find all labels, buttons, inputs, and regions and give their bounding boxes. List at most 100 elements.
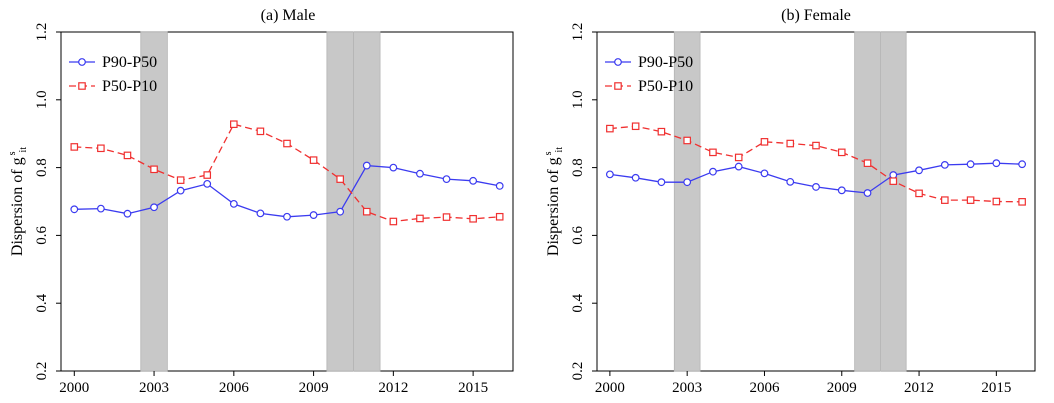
data-point-p50-p10 (915, 189, 923, 198)
data-point-p90-p50 (309, 211, 318, 219)
y-tick-label: 0.2 (34, 362, 50, 381)
y-axis-label-sup: s (543, 151, 554, 155)
data-point-p50-p10 (416, 214, 424, 223)
data-point-p50-p10 (812, 141, 820, 150)
data-point-p50-p10 (495, 212, 504, 221)
chart-panel-2: (b) Female 0.2 0.4 0.6 0.8 1.0 1.2 2000 2003 2006… (543, 7, 1036, 396)
data-point-p90-p50 (469, 176, 478, 185)
y-axis-label-base: Dispersion of g (9, 157, 26, 256)
data-point-p50-p10 (469, 214, 477, 223)
data-point-p90-p50 (123, 209, 132, 218)
legend-label: P50-P10 (102, 78, 157, 95)
chart-title: (a) Male (261, 7, 316, 24)
data-point-p90-p50 (631, 173, 640, 182)
data-point-p90-p50 (915, 166, 923, 175)
legend-marker (78, 82, 86, 90)
data-point-p90-p50 (683, 178, 692, 187)
y-axis-label: Dispersion of g sit (7, 147, 29, 256)
y-tick-label: 1.2 (570, 23, 586, 42)
data-point-p90-p50 (657, 178, 666, 187)
plot-area (60, 31, 514, 372)
plot-area (596, 31, 1036, 372)
x-tick-label: 2009 (827, 380, 857, 396)
y-tick-label: 0.8 (570, 158, 586, 177)
data-point-p50-p10 (709, 148, 717, 157)
data-point-p90-p50 (605, 170, 614, 179)
x-tick-label: 2012 (378, 380, 408, 396)
legend-label: P90-P50 (102, 54, 157, 71)
data-point-p50-p10 (941, 196, 949, 204)
data-point-p90-p50 (416, 169, 424, 178)
x-tick-label: 2006 (219, 380, 250, 396)
data-point-p50-p10 (123, 151, 132, 160)
legend-marker (78, 58, 86, 66)
recession-band (326, 31, 354, 372)
chart-title: (b) Female (781, 7, 851, 24)
data-point-p50-p10 (256, 127, 265, 136)
x-tick-label: 2003 (672, 380, 702, 396)
x-tick-label: 2003 (139, 380, 169, 396)
data-point-p90-p50 (966, 160, 975, 169)
y-tick-label: 1.0 (34, 90, 50, 109)
data-point-p50-p10 (283, 139, 291, 148)
y-tick-label: 0.6 (34, 226, 50, 245)
data-point-p50-p10 (1018, 198, 1026, 206)
legend-label: P90-P50 (638, 54, 693, 71)
y-axis-label-sup: s (7, 151, 18, 155)
data-point-p90-p50 (96, 204, 105, 213)
recession-band (880, 31, 907, 372)
data-point-p50-p10 (203, 171, 212, 179)
data-point-p90-p50 (992, 159, 1001, 168)
recession-band (353, 31, 381, 372)
y-tick-label: 0.4 (570, 293, 586, 312)
x-tick-label: 2009 (299, 380, 329, 396)
data-point-p50-p10 (442, 213, 451, 221)
x-tick-label: 2015 (981, 380, 1011, 396)
data-point-p50-p10 (786, 139, 795, 148)
data-point-p90-p50 (389, 163, 398, 172)
data-point-p90-p50 (70, 205, 79, 214)
x-tick-label: 2006 (749, 380, 780, 396)
data-point-p50-p10 (389, 217, 398, 226)
data-point-p50-p10 (336, 175, 344, 183)
y-axis-label: Dispersion of g sit (543, 147, 565, 256)
y-tick-label: 1.2 (34, 23, 50, 42)
data-point-p50-p10 (309, 156, 318, 164)
data-point-p90-p50 (229, 199, 238, 208)
y-tick-label: 0.4 (34, 293, 50, 312)
data-point-p50-p10 (230, 120, 238, 129)
y-axis-label-base: Dispersion of g (545, 157, 562, 256)
legend-marker (614, 58, 622, 66)
data-point-p50-p10 (606, 124, 614, 133)
data-point-p50-p10 (97, 144, 105, 153)
y-tick-label: 0.2 (570, 362, 586, 381)
chart-panel-1: (a) Male 0.2 0.4 0.6 0.8 1.0 1.2 2000 2003 2006 20… (7, 7, 514, 396)
data-point-p90-p50 (283, 212, 291, 221)
data-point-p90-p50 (940, 160, 949, 169)
legend-marker (614, 82, 622, 90)
data-point-p90-p50 (336, 207, 345, 216)
data-point-p50-p10 (362, 207, 371, 216)
data-point-p50-p10 (966, 196, 975, 204)
data-point-p50-p10 (176, 176, 185, 184)
data-point-p90-p50 (760, 169, 769, 178)
data-point-p50-p10 (863, 159, 872, 167)
data-point-p90-p50 (362, 161, 371, 170)
x-tick-label: 2012 (904, 380, 934, 396)
x-tick-label: 2000 (59, 380, 89, 396)
data-point-p90-p50 (812, 183, 820, 191)
y-tick-label: 1.0 (570, 90, 586, 109)
data-point-p90-p50 (256, 209, 265, 218)
data-point-p50-p10 (70, 143, 79, 151)
data-point-p90-p50 (203, 179, 212, 188)
data-point-p50-p10 (837, 148, 846, 157)
y-axis-label-sub: it (18, 147, 29, 153)
data-point-p90-p50 (176, 186, 185, 195)
data-point-p90-p50 (150, 203, 158, 212)
data-point-p90-p50 (837, 186, 846, 195)
data-point-p50-p10 (683, 136, 691, 145)
data-point-p50-p10 (150, 165, 158, 174)
data-point-p50-p10 (760, 138, 769, 146)
data-point-p90-p50 (863, 189, 872, 197)
data-point-p90-p50 (442, 175, 451, 184)
